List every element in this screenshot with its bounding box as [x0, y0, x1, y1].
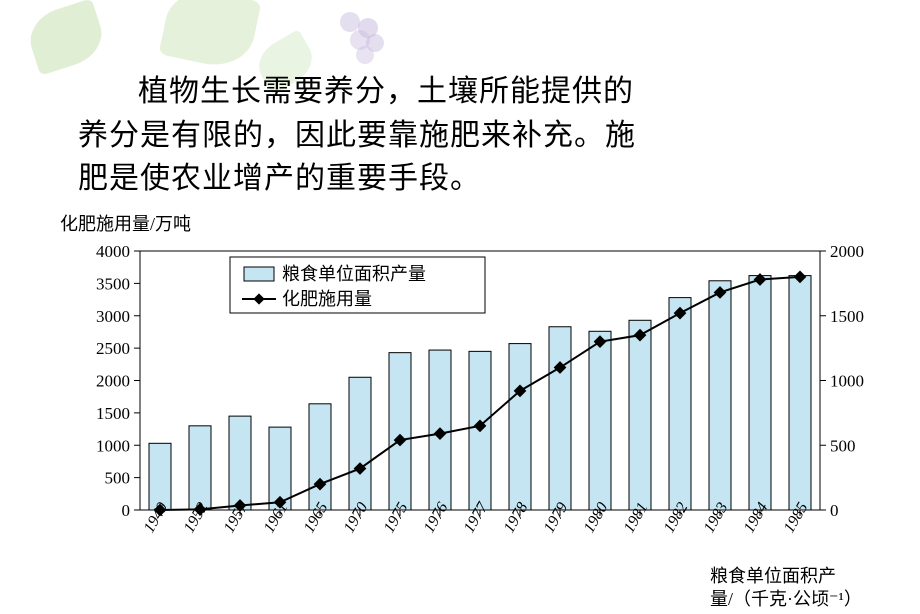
intro-paragraph: 植物生长需要养分，土壤所能提供的 养分是有限的，因此要靠施肥来补充。施 肥是使农… — [78, 70, 858, 201]
y1-tick-label: 2500 — [96, 339, 130, 358]
y2-tick-label: 1500 — [830, 307, 864, 326]
grape-decoration — [356, 46, 374, 64]
bar — [589, 331, 611, 510]
bar — [309, 404, 331, 510]
bar — [749, 276, 771, 510]
y1-tick-label: 4000 — [96, 242, 130, 261]
y1-axis-title: 化肥施用量/万吨 — [60, 210, 191, 236]
legend-bar-label: 粮食单位面积产量 — [282, 264, 426, 284]
x-title-line-1: 粮食单位面积产 — [710, 566, 836, 586]
y1-tick-label: 1500 — [96, 404, 130, 423]
bar — [669, 298, 691, 510]
x-title-line-2: 量/（千克·公顷⁻¹） — [710, 589, 862, 609]
bar — [789, 276, 811, 510]
x-axis-title: 粮食单位面积产 量/（千克·公顷⁻¹） — [710, 565, 900, 610]
y1-tick-label: 2000 — [96, 372, 130, 391]
y1-tick-label: 3500 — [96, 274, 130, 293]
leaf-decoration — [158, 0, 261, 73]
chart-container: 化肥施用量/万吨 0 500 1000 1500 2000 2500 3000 3500 400… — [60, 210, 890, 610]
y2-tick-label: 0 — [830, 501, 839, 520]
y1-tick-label: 500 — [105, 469, 131, 488]
leaf-decoration — [23, 0, 109, 76]
bar — [389, 353, 411, 510]
bar — [149, 443, 171, 510]
y1-tick-label: 3000 — [96, 307, 130, 326]
grape-decoration — [340, 12, 360, 32]
intro-line-3: 肥是使农业增产的重要手段。 — [78, 162, 481, 195]
y2-tick-label: 2000 — [830, 242, 864, 261]
y1-tick-label: 0 — [122, 501, 131, 520]
legend-line-marker — [253, 293, 264, 304]
bar — [549, 327, 571, 510]
legend-bar-swatch — [244, 267, 274, 281]
bar — [229, 416, 251, 510]
bar — [709, 281, 731, 510]
intro-line-1: 植物生长需要养分，土壤所能提供的 — [138, 75, 634, 108]
intro-line-2: 养分是有限的，因此要靠施肥来补充。施 — [78, 119, 636, 152]
chart-svg: 0 500 1000 1500 2000 2500 3000 3500 4000 0 500 1000… — [60, 235, 890, 585]
bar — [629, 320, 651, 510]
bar — [349, 377, 371, 510]
y2-tick-label: 1000 — [830, 372, 864, 391]
bar — [509, 344, 531, 510]
legend-line-label: 化肥施用量 — [282, 289, 372, 309]
bar — [189, 426, 211, 510]
y1-tick-label: 1000 — [96, 436, 130, 455]
y2-tick-label: 500 — [830, 436, 856, 455]
